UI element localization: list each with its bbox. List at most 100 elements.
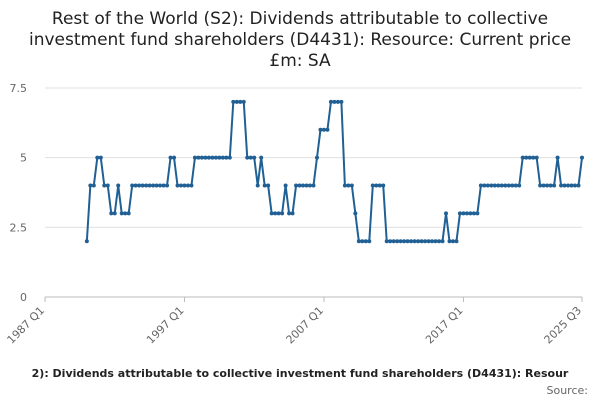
point	[314, 155, 319, 160]
source: Source:	[547, 384, 589, 397]
point	[332, 99, 337, 104]
point	[450, 239, 455, 244]
point	[398, 239, 403, 244]
x-tick-label: 1997 Q1	[144, 304, 187, 347]
point	[123, 211, 128, 216]
point	[328, 99, 333, 104]
point	[248, 155, 253, 160]
point	[297, 183, 302, 188]
point	[144, 183, 149, 188]
point	[576, 183, 581, 188]
point	[409, 239, 414, 244]
point	[513, 183, 518, 188]
point	[367, 239, 372, 244]
point	[370, 183, 375, 188]
point	[304, 183, 309, 188]
point	[496, 183, 501, 188]
y-tick-label: 5	[20, 152, 27, 165]
point	[374, 183, 379, 188]
point	[105, 183, 110, 188]
point	[102, 183, 107, 188]
y-tick-label: 2.5	[10, 221, 28, 234]
x-axis-label: 2): Dividends attributable to collective…	[32, 367, 569, 380]
point	[294, 183, 299, 188]
point	[185, 183, 190, 188]
point	[412, 239, 417, 244]
point	[552, 183, 557, 188]
point	[489, 183, 494, 188]
point	[395, 239, 400, 244]
point	[172, 155, 177, 160]
point	[259, 155, 264, 160]
point	[290, 211, 295, 216]
point	[165, 183, 170, 188]
point	[566, 183, 571, 188]
point	[461, 211, 466, 216]
point	[154, 183, 159, 188]
point	[280, 211, 285, 216]
point	[360, 239, 365, 244]
point	[203, 155, 208, 160]
point	[377, 183, 382, 188]
point	[527, 155, 532, 160]
point	[503, 183, 508, 188]
point	[227, 155, 232, 160]
point	[471, 211, 476, 216]
point	[468, 211, 473, 216]
point	[356, 239, 361, 244]
point	[430, 239, 435, 244]
point	[140, 183, 145, 188]
point	[84, 239, 89, 244]
point	[217, 155, 222, 160]
point	[534, 155, 539, 160]
point	[363, 239, 368, 244]
point	[531, 155, 536, 160]
point	[220, 155, 225, 160]
point	[133, 183, 138, 188]
point	[437, 239, 442, 244]
point	[182, 183, 187, 188]
point	[485, 183, 490, 188]
x-tick-label: 1987 Q1	[5, 304, 48, 347]
point	[325, 127, 330, 132]
point	[342, 183, 347, 188]
point	[335, 99, 340, 104]
point	[109, 211, 114, 216]
point	[573, 183, 578, 188]
point	[444, 211, 449, 216]
point	[210, 155, 215, 160]
point	[283, 183, 288, 188]
point	[199, 155, 204, 160]
point	[126, 211, 131, 216]
point	[321, 127, 326, 132]
point	[499, 183, 504, 188]
point	[433, 239, 438, 244]
point	[234, 99, 239, 104]
point	[482, 183, 487, 188]
point	[524, 155, 529, 160]
point	[192, 155, 197, 160]
point	[346, 183, 351, 188]
point	[119, 211, 124, 216]
point	[423, 239, 428, 244]
point	[178, 183, 183, 188]
point	[266, 183, 271, 188]
point	[245, 155, 250, 160]
point	[213, 155, 218, 160]
point	[161, 183, 166, 188]
point	[569, 183, 574, 188]
point	[241, 99, 246, 104]
y-tick-label: 0	[20, 291, 27, 304]
point	[137, 183, 142, 188]
point	[147, 183, 152, 188]
point	[520, 155, 525, 160]
point	[447, 239, 452, 244]
point	[419, 239, 424, 244]
point	[548, 183, 553, 188]
point	[457, 211, 462, 216]
point	[541, 183, 546, 188]
point	[224, 155, 229, 160]
chart-title: Rest of the World (S2): Dividends attrib…	[29, 9, 571, 71]
point	[555, 155, 560, 160]
